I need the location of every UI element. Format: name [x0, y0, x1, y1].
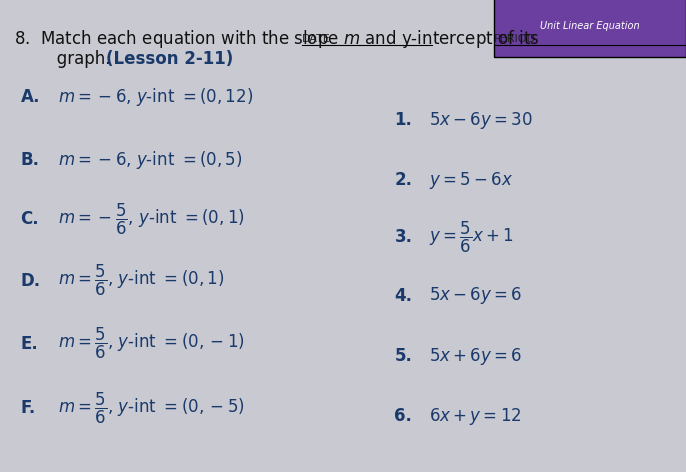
Text: $y = 5 - 6x$: $y = 5 - 6x$ [429, 170, 513, 191]
Text: 3.: 3. [394, 228, 412, 246]
Text: E.: E. [21, 335, 38, 353]
Text: $m = \dfrac{5}{6}$, $y$-int $= (0, 1)$: $m = \dfrac{5}{6}$, $y$-int $= (0, 1)$ [58, 263, 224, 298]
Text: F.: F. [21, 399, 36, 417]
Text: 6.: 6. [394, 407, 412, 425]
Text: DATE: DATE [302, 34, 331, 44]
Text: $m = \dfrac{5}{6}$, $y$-int $= (0, -5)$: $m = \dfrac{5}{6}$, $y$-int $= (0, -5)$ [58, 391, 245, 426]
Text: A.: A. [21, 88, 40, 106]
Text: (Lesson 2-11): (Lesson 2-11) [106, 50, 233, 68]
FancyBboxPatch shape [494, 0, 686, 57]
Text: 1.: 1. [394, 111, 412, 129]
Text: $6x + y = 12$: $6x + y = 12$ [429, 406, 521, 427]
Text: D.: D. [21, 272, 40, 290]
Text: B.: B. [21, 152, 40, 169]
Text: $m = -6$, $y$-int $= (0, 5)$: $m = -6$, $y$-int $= (0, 5)$ [58, 150, 243, 171]
Text: 4.: 4. [394, 287, 412, 305]
Text: graph.: graph. [41, 50, 121, 68]
Text: C.: C. [21, 211, 39, 228]
Text: $m = \dfrac{5}{6}$, $y$-int $= (0, -1)$: $m = \dfrac{5}{6}$, $y$-int $= (0, -1)$ [58, 326, 245, 361]
Text: $5x + 6y = 6$: $5x + 6y = 6$ [429, 346, 522, 367]
Text: $5x - 6y = 6$: $5x - 6y = 6$ [429, 286, 522, 306]
Text: $5x - 6y = 30$: $5x - 6y = 30$ [429, 110, 532, 131]
Text: $m = -\dfrac{5}{6}$, $y$-int $= (0, 1)$: $m = -\dfrac{5}{6}$, $y$-int $= (0, 1)$ [58, 202, 245, 237]
Text: 8.  Match each equation with the slope $m$ and y-intercept of its: 8. Match each equation with the slope $m… [14, 28, 539, 50]
Text: PERIOD: PERIOD [494, 34, 536, 44]
Text: Unit Linear Equation: Unit Linear Equation [540, 21, 640, 31]
Text: 5.: 5. [394, 347, 412, 365]
Text: $y = \dfrac{5}{6}x + 1$: $y = \dfrac{5}{6}x + 1$ [429, 219, 513, 254]
Text: 2.: 2. [394, 171, 412, 189]
Text: $m = -6$, $y$-int $= (0, 12)$: $m = -6$, $y$-int $= (0, 12)$ [58, 86, 254, 108]
